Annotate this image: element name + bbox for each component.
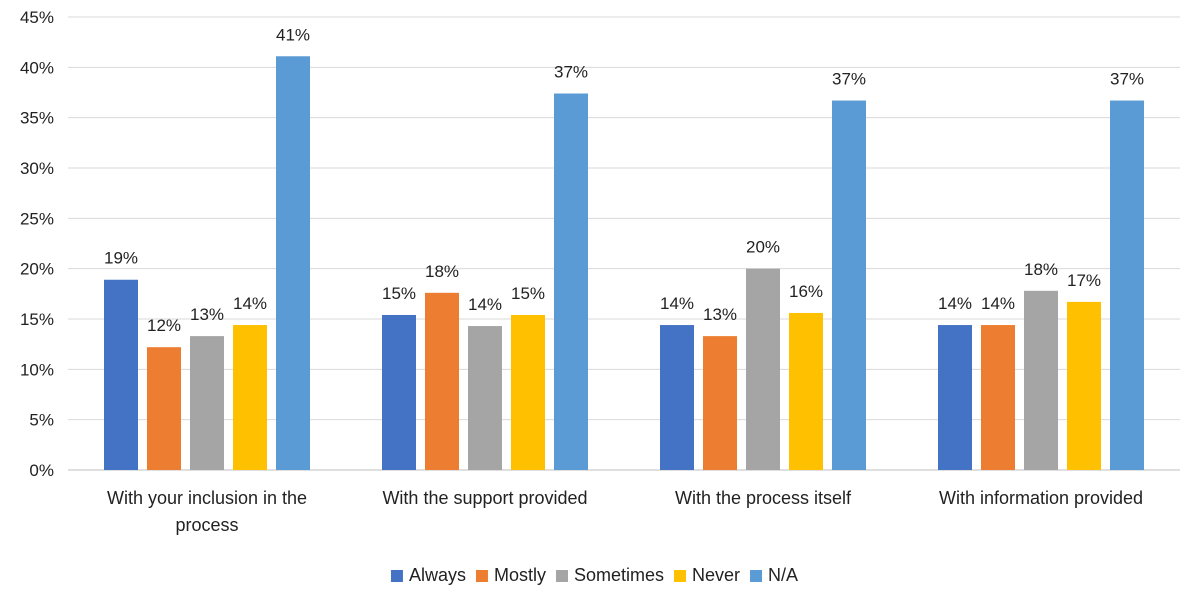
category-label: With the process itself: [675, 488, 852, 508]
data-label: 37%: [554, 63, 588, 82]
bar-never: [789, 312, 823, 470]
legend-label: N/A: [768, 565, 798, 585]
legend-label: Never: [692, 565, 740, 585]
grid-layer: 0% 5% 10% 15% 20% 25% 30% 35% 40% 45%: [20, 8, 1180, 480]
legend-swatch: [555, 570, 568, 582]
bar-always: [382, 314, 416, 470]
bar-never: [1067, 301, 1101, 470]
data-label: 14%: [981, 294, 1015, 313]
data-label: 41%: [276, 25, 310, 44]
data-label: 12%: [147, 316, 181, 335]
data-label: 15%: [511, 284, 545, 303]
data-label: 14%: [660, 294, 694, 313]
data-label: 14%: [468, 295, 502, 314]
bar-mostly: [425, 292, 459, 470]
category-label: With the support provided: [382, 488, 587, 508]
data-label: 18%: [425, 262, 459, 281]
bar-mostly: [981, 325, 1015, 470]
bar-mostly: [703, 336, 737, 470]
bar-n-a: [554, 93, 588, 471]
data-label: 14%: [938, 294, 972, 313]
bar-always: [104, 279, 138, 470]
bar-always: [938, 325, 972, 470]
bar-always: [660, 325, 694, 470]
y-tick-label: 45%: [20, 8, 54, 27]
y-tick-label: 40%: [20, 58, 54, 77]
y-tick-label: 15%: [20, 310, 54, 329]
y-tick-label: 25%: [20, 209, 54, 228]
legend-swatch: [475, 570, 488, 582]
bar-sometimes: [1024, 290, 1058, 470]
data-label: 13%: [703, 305, 737, 324]
bar-n-a: [276, 56, 310, 470]
bars-layer: [104, 56, 1144, 471]
bar-sometimes: [190, 336, 224, 470]
bar-n-a: [832, 100, 866, 470]
y-tick-label: 0%: [29, 461, 54, 480]
y-tick-label: 20%: [20, 260, 54, 279]
data-label: 37%: [1110, 70, 1144, 89]
y-tick-label: 10%: [20, 360, 54, 379]
bar-n-a: [1110, 100, 1144, 470]
legend-swatch: [750, 570, 763, 582]
data-label: 37%: [832, 70, 866, 89]
bar-sometimes: [468, 326, 502, 470]
legend-label: Always: [409, 565, 466, 585]
data-label: 14%: [233, 294, 267, 313]
legend-swatch: [390, 570, 403, 582]
y-tick-label: 5%: [29, 411, 54, 430]
category-label: With information provided: [939, 488, 1143, 508]
bar-mostly: [147, 347, 181, 470]
data-label: 20%: [746, 238, 780, 257]
data-label: 17%: [1067, 271, 1101, 290]
bar-sometimes: [746, 268, 780, 470]
labels-layer: 19% 12% 13% 14% 41% With your inclusion in th…: [104, 25, 1144, 535]
legend-label: Mostly: [494, 565, 546, 585]
bar-never: [511, 314, 545, 470]
category-label: With your inclusion in the: [107, 488, 307, 508]
data-label: 15%: [382, 284, 416, 303]
data-label: 19%: [104, 249, 138, 268]
data-label: 13%: [190, 305, 224, 324]
data-label: 18%: [1024, 260, 1058, 279]
y-tick-label: 35%: [20, 109, 54, 128]
legend: Always Mostly Sometimes Never N/A: [390, 565, 798, 585]
data-label: 16%: [789, 282, 823, 301]
bar-never: [233, 325, 267, 470]
legend-label: Sometimes: [574, 565, 664, 585]
legend-swatch: [674, 570, 687, 582]
y-tick-label: 30%: [20, 159, 54, 178]
category-label: process: [175, 515, 238, 535]
